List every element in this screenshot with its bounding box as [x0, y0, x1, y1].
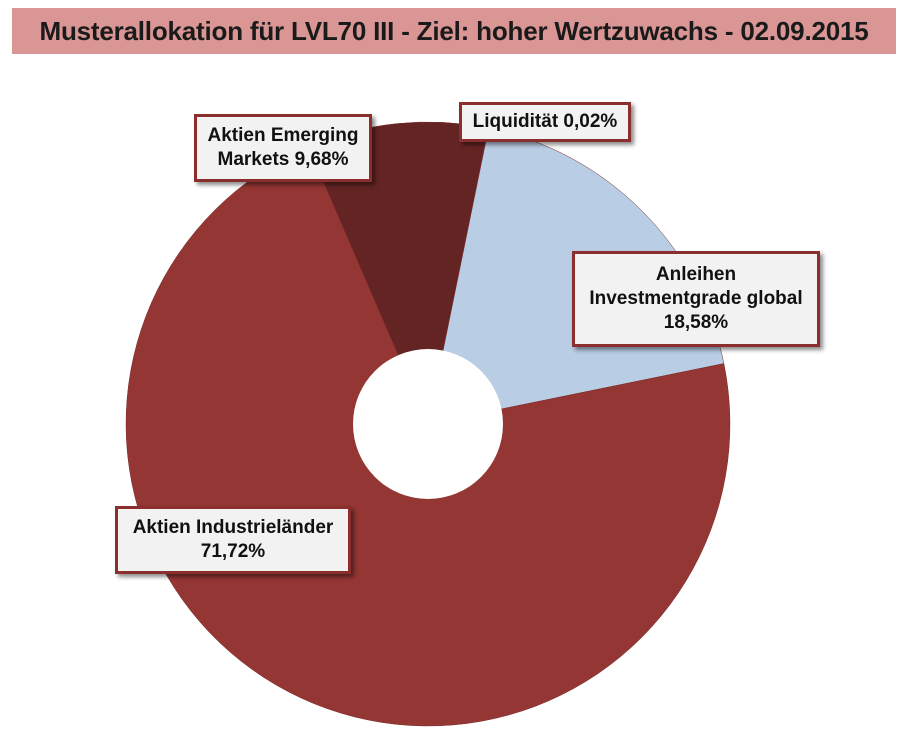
data-label-anleihen: Anleihen Investmentgrade global 18,58%	[572, 251, 820, 347]
label-line: Investmentgrade global	[589, 288, 803, 309]
data-label-liquiditaet: Liquidität 0,02%	[459, 102, 631, 142]
label-line: Aktien Industrieländer	[132, 517, 334, 538]
label-line: Liquidität 0,02%	[472, 111, 618, 132]
label-line: Aktien Emerging	[207, 125, 359, 146]
data-label-aktien-emerging-markets: Aktien Emerging Markets 9,68%	[194, 114, 372, 182]
label-line: Markets 9,68%	[217, 149, 349, 170]
label-line: Anleihen	[655, 264, 737, 285]
label-line: 71,72%	[200, 541, 266, 562]
doughnut-hole	[353, 349, 503, 499]
data-label-aktien-industrielaender: Aktien Industrieländer 71,72%	[115, 506, 351, 574]
chart-title: Musterallokation für LVL70 III - Ziel: h…	[39, 15, 869, 46]
chart-title-box: Musterallokation für LVL70 III - Ziel: h…	[12, 8, 896, 54]
label-line: 18,58%	[663, 312, 729, 333]
